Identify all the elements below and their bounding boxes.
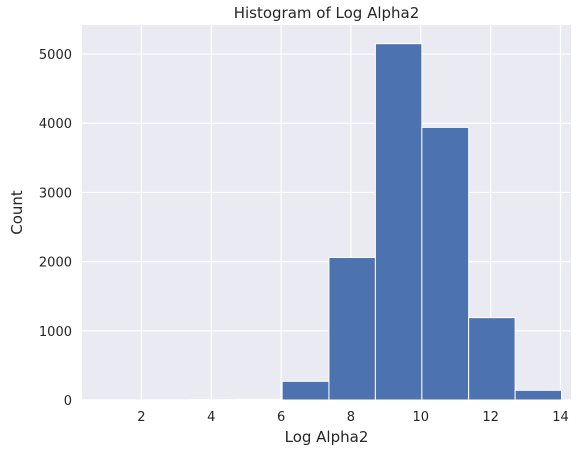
y-tick-label: 4000 [39,117,72,132]
x-tick-label: 8 [347,410,355,425]
histogram-bar [374,43,423,401]
y-tick-label: 3000 [39,186,72,201]
grid-lines [82,25,571,401]
y-tick-label: 2000 [39,256,72,271]
y-tick-labels: 0 1000 2000 3000 4000 5000 [39,48,72,409]
x-tick-label: 6 [277,410,285,425]
x-tick-label: 10 [413,410,430,425]
histogram-bar [281,380,330,401]
y-tick-label: 0 [64,394,72,409]
y-axis-label: Count [8,190,26,235]
histogram-bar [328,256,376,401]
histogram-bar [514,389,563,401]
chart-title: Histogram of Log Alpha2 [234,4,420,22]
histogram-bar [468,317,516,401]
x-tick-labels: 2 4 6 8 10 12 14 [137,410,569,425]
histogram-bar [235,398,283,401]
histogram-bars [189,43,563,401]
x-tick-label: 2 [137,410,145,425]
x-axis-label: Log Alpha2 [285,428,369,446]
x-tick-label: 12 [482,410,499,425]
y-tick-label: 1000 [39,325,72,340]
x-tick-label: 4 [207,410,215,425]
histogram-bar [421,126,470,401]
y-tick-label: 5000 [39,48,72,63]
x-tick-label: 14 [552,410,569,425]
